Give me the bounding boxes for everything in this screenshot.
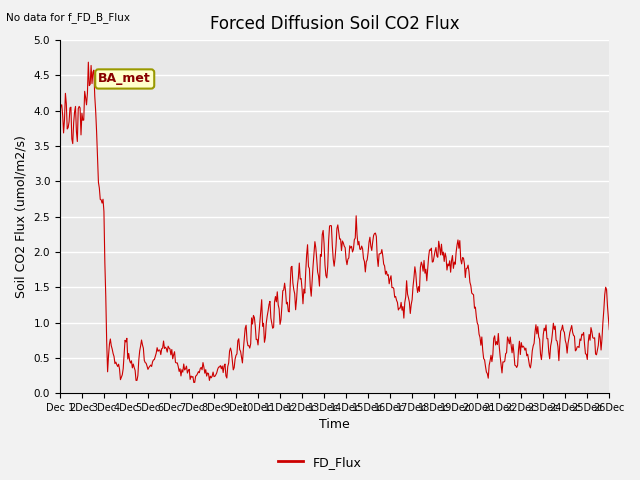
FD_Flux (307, 284, 314, 290)
FD_Flux (425, 254, 433, 260)
FD_Flux (154, 348, 162, 354)
FD_Flux (605, 327, 613, 333)
FD_Flux (199, 360, 207, 365)
X-axis label: Time: Time (319, 419, 350, 432)
FD_Flux (472, 304, 479, 310)
Y-axis label: Soil CO2 Flux (umol/m2/s): Soil CO2 Flux (umol/m2/s) (15, 135, 28, 298)
Text: No data for f_FD_B_Flux: No data for f_FD_B_Flux (6, 12, 131, 23)
FD_Flux (56, 111, 64, 117)
FD_Flux (84, 60, 92, 65)
FD_Flux (381, 271, 389, 277)
Line: FD_Flux: FD_Flux (60, 62, 609, 383)
FD_Flux (190, 380, 198, 385)
Title: Forced Diffusion Soil CO2 Flux: Forced Diffusion Soil CO2 Flux (210, 15, 460, 33)
Legend: FD_Flux: FD_Flux (273, 451, 367, 474)
Text: BA_met: BA_met (99, 72, 151, 85)
